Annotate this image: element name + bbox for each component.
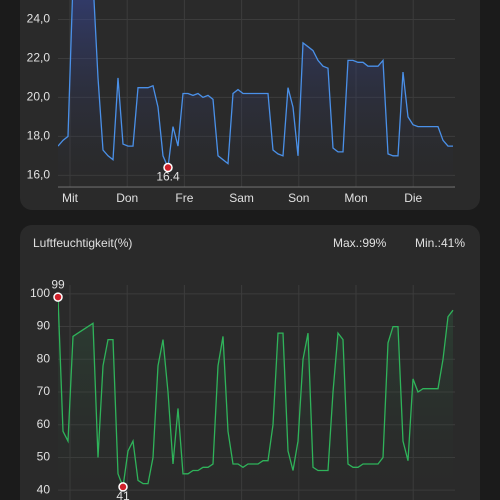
plot	[58, 0, 453, 187]
y-tick-label: 80	[37, 351, 51, 365]
min-label: Min.:41%	[415, 236, 465, 250]
x-tick-label: Sam	[229, 191, 254, 205]
line	[58, 0, 453, 170]
x-tick-label: Die	[404, 191, 422, 205]
annotation: 16.4	[156, 170, 180, 184]
x-tick-label: Don	[116, 191, 138, 205]
card-title: Luftfeuchtigkeit(%)	[33, 236, 132, 250]
y-tick-label: 50	[37, 450, 51, 464]
x-tick-label: Mon	[344, 191, 367, 205]
y-tick-label: 16,0	[27, 167, 51, 181]
y-tick-label: 60	[37, 417, 51, 431]
marker	[118, 482, 128, 492]
marker	[53, 292, 63, 302]
y-tick-label: 18,0	[27, 129, 51, 143]
y-tick-label: 100	[30, 286, 50, 300]
y-tick-label: 24,0	[27, 12, 51, 26]
y-tick-label: 20,0	[27, 90, 51, 104]
max-label: Max.:99%	[333, 236, 387, 250]
x-tick-label: Son	[288, 191, 309, 205]
y-tick-label: 90	[37, 319, 51, 333]
x-tick-label: Fre	[175, 191, 193, 205]
y-tick-label: 40	[37, 482, 51, 496]
line	[58, 297, 454, 488]
annotation: 41	[116, 489, 130, 500]
y-tick-label: 70	[37, 384, 51, 398]
plot	[58, 297, 454, 500]
y-tick-label: 22,0	[27, 51, 51, 65]
annotation: 99	[51, 277, 65, 291]
marker	[163, 162, 173, 173]
area	[58, 297, 453, 500]
x-tick-label: Mit	[62, 191, 79, 205]
